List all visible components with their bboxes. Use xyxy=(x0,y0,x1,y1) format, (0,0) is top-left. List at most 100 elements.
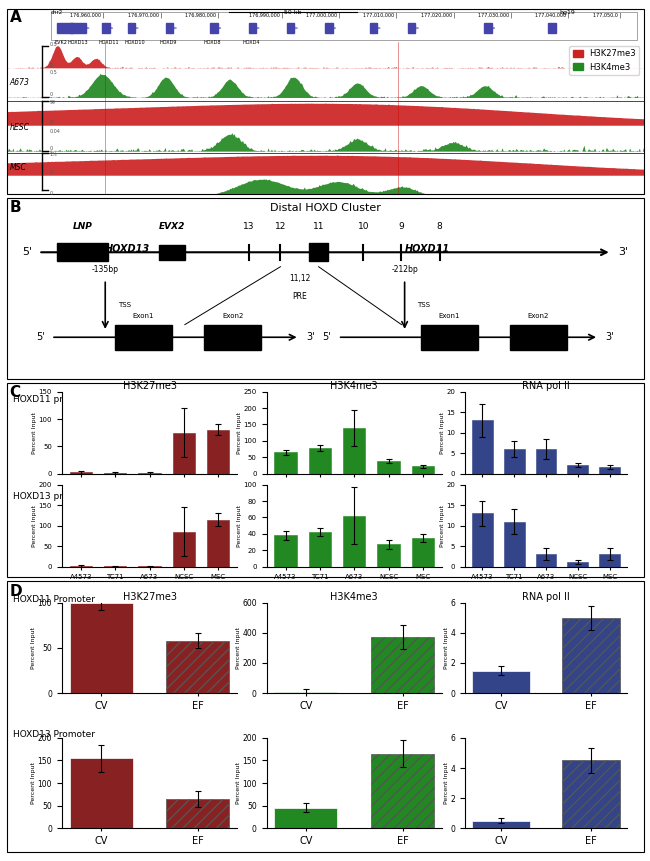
Text: LNP: LNP xyxy=(73,221,93,231)
Y-axis label: Percent Input: Percent Input xyxy=(439,505,445,547)
Text: 176,990,000 |: 176,990,000 | xyxy=(248,12,283,18)
Text: HOXD13 promoter: HOXD13 promoter xyxy=(13,492,96,500)
Bar xyxy=(207,430,229,474)
Bar xyxy=(70,759,133,828)
Text: HOXD11: HOXD11 xyxy=(99,40,120,45)
Text: -212bp: -212bp xyxy=(391,265,418,274)
Bar xyxy=(472,671,530,693)
Text: Exon1: Exon1 xyxy=(439,313,460,319)
Bar xyxy=(548,23,556,33)
Bar xyxy=(287,23,294,33)
Text: 3': 3' xyxy=(605,332,614,343)
Text: 0: 0 xyxy=(50,146,53,152)
Title: RNA pol II: RNA pol II xyxy=(522,381,570,391)
Bar xyxy=(57,243,109,262)
Bar xyxy=(378,544,400,567)
Text: 5': 5' xyxy=(22,247,32,257)
Text: 13: 13 xyxy=(243,221,254,231)
Bar xyxy=(274,808,337,828)
Text: Exon1: Exon1 xyxy=(133,313,154,319)
Y-axis label: Percent Input: Percent Input xyxy=(444,762,448,804)
Bar xyxy=(567,562,588,567)
Text: 5': 5' xyxy=(322,332,332,343)
Bar xyxy=(57,23,73,33)
Bar xyxy=(274,691,337,693)
Text: ---stem cells--I: ---stem cells--I xyxy=(183,606,222,610)
Title: H3K27me3: H3K27me3 xyxy=(122,592,177,602)
Bar xyxy=(166,641,229,693)
Bar xyxy=(411,538,434,567)
Text: EVX2: EVX2 xyxy=(159,221,185,231)
Text: 0: 0 xyxy=(50,63,53,68)
Y-axis label: Percent Input: Percent Input xyxy=(237,412,242,454)
Text: 0.04: 0.04 xyxy=(50,129,60,134)
Text: 177,040,000 |: 177,040,000 | xyxy=(535,12,569,18)
Text: 11,12: 11,12 xyxy=(289,274,310,283)
Text: B: B xyxy=(10,200,21,215)
Bar xyxy=(536,449,556,474)
Bar xyxy=(599,554,620,567)
Bar xyxy=(211,23,218,33)
Text: MSC: MSC xyxy=(10,164,27,172)
Text: HOXD13: HOXD13 xyxy=(67,40,88,45)
Text: Distal HOXD Cluster: Distal HOXD Cluster xyxy=(270,203,380,214)
Text: 177,050,0 |: 177,050,0 | xyxy=(593,12,621,18)
Text: TSS: TSS xyxy=(417,302,430,308)
Y-axis label: Percent Input: Percent Input xyxy=(439,412,445,454)
Text: I--------ES cells --------I: I--------ES cells --------I xyxy=(290,606,348,610)
Text: 3': 3' xyxy=(618,247,628,257)
Bar xyxy=(204,325,261,350)
Bar xyxy=(370,23,377,33)
Text: HOXD9: HOXD9 xyxy=(159,40,177,45)
Bar xyxy=(343,428,365,474)
Bar xyxy=(484,23,492,33)
Text: Exon2: Exon2 xyxy=(528,313,549,319)
Bar xyxy=(51,12,637,40)
Text: I--------ES cells --------I: I--------ES cells --------I xyxy=(484,606,543,610)
Bar xyxy=(472,821,530,828)
Text: C: C xyxy=(10,385,21,400)
Text: HOXD4: HOXD4 xyxy=(242,40,260,45)
Bar xyxy=(343,516,365,567)
Text: HOXD11: HOXD11 xyxy=(404,244,450,254)
Text: D: D xyxy=(10,584,22,599)
Text: ---stem cells--I: ---stem cells--I xyxy=(575,606,614,610)
Bar xyxy=(378,461,400,474)
Bar xyxy=(562,618,620,693)
Bar xyxy=(274,452,297,474)
Text: A673: A673 xyxy=(10,78,29,87)
Bar xyxy=(102,23,110,33)
Bar xyxy=(421,325,478,350)
Title: H3K27me3: H3K27me3 xyxy=(122,381,177,391)
Y-axis label: Percent Input: Percent Input xyxy=(31,627,36,669)
Text: PRE: PRE xyxy=(292,292,307,301)
Text: I--------ES cells --------I: I--------ES cells --------I xyxy=(85,606,144,610)
Text: hESC: hESC xyxy=(10,122,30,132)
Text: 1%: 1% xyxy=(50,152,58,157)
Y-axis label: Percent Input: Percent Input xyxy=(236,762,241,804)
Y-axis label: Percent Input: Percent Input xyxy=(32,505,37,547)
Text: 0: 0 xyxy=(50,121,53,125)
Bar xyxy=(371,637,434,693)
Text: 0.5: 0.5 xyxy=(50,42,58,47)
Text: 5': 5' xyxy=(36,332,45,343)
Text: HOXD11 Promoter: HOXD11 Promoter xyxy=(13,595,95,604)
Bar xyxy=(309,448,331,474)
Legend: H3K27me3, H3K4me3: H3K27me3, H3K4me3 xyxy=(569,46,640,75)
Bar xyxy=(166,23,174,33)
Text: 99: 99 xyxy=(50,100,56,105)
Text: 176,980,000 |: 176,980,000 | xyxy=(185,12,219,18)
Text: 50 kb: 50 kb xyxy=(285,9,302,15)
Text: ---stem cells--I: ---stem cells--I xyxy=(387,606,426,610)
Bar xyxy=(159,245,185,259)
Text: HOXD13: HOXD13 xyxy=(105,244,150,254)
Y-axis label: Percent Input: Percent Input xyxy=(31,762,36,804)
Text: HOXD11 promoter: HOXD11 promoter xyxy=(13,394,96,404)
Title: H3K4me3: H3K4me3 xyxy=(330,592,378,602)
Text: HOXD8: HOXD8 xyxy=(204,40,222,45)
Text: HOXD13 Promoter: HOXD13 Promoter xyxy=(13,730,95,740)
Bar xyxy=(173,432,195,474)
Bar xyxy=(472,420,493,474)
Text: 177,000,000 |: 177,000,000 | xyxy=(306,12,340,18)
Text: 177,030,000 |: 177,030,000 | xyxy=(478,12,512,18)
